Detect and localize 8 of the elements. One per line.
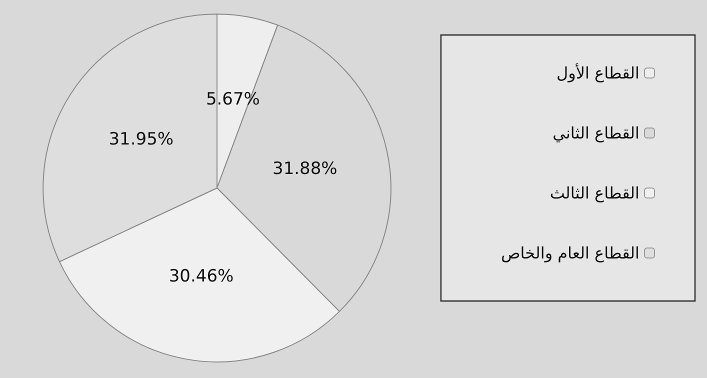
data-label: 31.95% — [108, 130, 174, 150]
data-label: 30.46% — [168, 266, 234, 287]
legend-label: القطاع الثالث — [550, 184, 640, 202]
data-label: 5.67% — [206, 89, 260, 110]
legend-label: القطاع الأول — [556, 62, 640, 82]
legend-label: القطاع الثاني — [552, 124, 640, 142]
legend-label: القطاع العام والخاص — [500, 244, 640, 262]
data-label: 31.88% — [272, 159, 338, 180]
